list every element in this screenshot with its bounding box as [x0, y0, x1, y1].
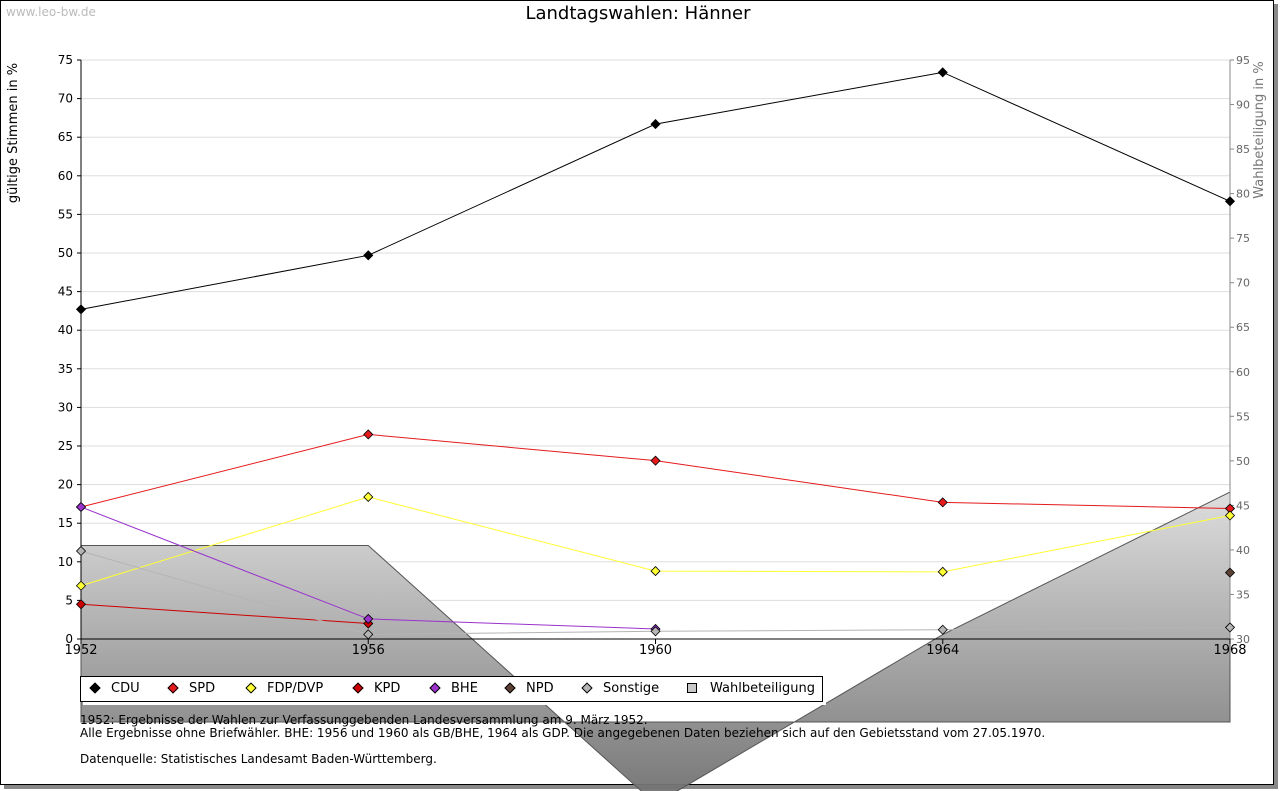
- legend-label-cdu: CDU: [111, 681, 140, 696]
- x-tick-label-1960: 1960: [639, 643, 672, 658]
- point-kpd-1952: [75, 599, 87, 610]
- y-tick-label-40: 40: [58, 323, 73, 337]
- point-bhe-1956: [363, 613, 374, 624]
- y-tick-label-30: 30: [58, 400, 73, 414]
- y-tick-label-0: 0: [65, 632, 73, 646]
- y-tick-label-10: 10: [58, 555, 73, 569]
- legend-marker-spd: [167, 682, 179, 694]
- legend-marker-cdu: [89, 682, 101, 694]
- point-spd-1960: [650, 455, 661, 466]
- y-tick-label-35: 35: [58, 362, 73, 376]
- y-tick-label-55: 55: [58, 207, 73, 221]
- legend-label-spd: SPD: [189, 681, 216, 696]
- x-tick-label-1952: 1952: [64, 643, 97, 658]
- y2-tick-label-85: 85: [1236, 143, 1250, 156]
- legend-marker-kpd: [352, 682, 364, 694]
- point-spd-1964: [937, 497, 948, 508]
- legend-label-fdp: FDP/DVP: [267, 681, 324, 696]
- point-cdu-1968: [1224, 196, 1236, 207]
- note-line-1: 1952: Ergebnisse der Wahlen zur Verfassu…: [80, 713, 648, 727]
- note-line-2: Alle Ergebnisse ohne Briefwähler. BHE: 1…: [80, 726, 1046, 740]
- legend-label-bhe: BHE: [451, 681, 478, 696]
- chart-title: Landtagswahlen: Hänner: [525, 3, 751, 24]
- point-sonstige-1960: [650, 626, 661, 637]
- series-line-cdu: [80, 71, 1231, 310]
- y-tick-label-15: 15: [58, 516, 73, 530]
- point-cdu-1956: [363, 250, 374, 261]
- point-bhe-1952: [75, 501, 87, 513]
- legend-marker-wahlbeteiligung: [687, 683, 697, 693]
- point-fdp-dvp-1960: [650, 565, 661, 577]
- y-axis-title: gültige Stimmen in %: [6, 63, 21, 203]
- point-fdp-dvp-1952: [75, 580, 87, 591]
- point-sonstige-1952: [75, 545, 87, 557]
- point-cdu-1952: [75, 304, 87, 315]
- y2-tick-label-45: 45: [1236, 499, 1250, 512]
- watermark: www.leo-bw.de: [6, 5, 96, 19]
- point-npd-1968: [1224, 567, 1236, 578]
- point-cdu-1960: [650, 119, 661, 130]
- y2-tick-label-35: 35: [1236, 588, 1250, 601]
- y-tick-label-70: 70: [58, 92, 73, 106]
- y2-tick-label-55: 55: [1236, 410, 1250, 423]
- y-tick-label-75: 75: [58, 53, 73, 67]
- y2-tick-label-40: 40: [1236, 544, 1250, 557]
- legend-marker-fdp: [245, 682, 257, 694]
- y-tick-label-65: 65: [58, 130, 73, 144]
- point-spd-1956: [363, 429, 374, 440]
- y2-tick-label-30: 30: [1236, 633, 1250, 646]
- y-tick-label-5: 5: [65, 593, 73, 607]
- y-tick-label-25: 25: [58, 439, 73, 453]
- y2-tick-label-80: 80: [1236, 188, 1250, 201]
- y2-tick-label-50: 50: [1236, 455, 1250, 468]
- point-fdp-dvp-1964: [937, 566, 948, 577]
- y2-tick-label-95: 95: [1236, 54, 1250, 67]
- legend-marker-npd: [504, 682, 516, 694]
- y2-tick-label-75: 75: [1236, 232, 1250, 245]
- y2-tick-label-60: 60: [1236, 366, 1250, 379]
- legend: CDU SPD FDP/DVP KPD BHE NPD Sonstige Wah…: [80, 676, 823, 702]
- legend-label-wahlbeteiligung: Wahlbeteiligung: [710, 681, 816, 696]
- point-sonstige-1956: [363, 629, 374, 640]
- source-note: Datenquelle: Statistisches Landesamt Bad…: [80, 752, 437, 766]
- x-tick-label-1956: 1956: [352, 643, 385, 658]
- y-tick-label-20: 20: [58, 478, 73, 492]
- point-fdp-dvp-1968: [1224, 510, 1236, 521]
- y-tick-label-45: 45: [58, 285, 73, 299]
- point-sonstige-1964: [937, 624, 948, 635]
- y2-tick-label-65: 65: [1236, 321, 1250, 334]
- y2-axis-title: Wahlbeteiligung in %: [1252, 61, 1267, 198]
- legend-marker-bhe: [429, 682, 441, 694]
- legend-label-npd: NPD: [526, 681, 554, 696]
- y-tick-label-60: 60: [58, 169, 73, 183]
- point-cdu-1964: [937, 67, 948, 78]
- turnout-area: [80, 491, 1231, 791]
- y-tick-label-50: 50: [58, 246, 73, 260]
- point-fdp-dvp-1956: [363, 491, 374, 503]
- y2-tick-label-70: 70: [1236, 277, 1250, 290]
- x-tick-label-1964: 1964: [926, 643, 959, 658]
- legend-label-kpd: KPD: [374, 681, 401, 696]
- legend-label-sonstige: Sonstige: [603, 681, 660, 696]
- point-sonstige-1968: [1224, 622, 1236, 633]
- x-tick-label-1968: 1968: [1213, 643, 1246, 658]
- legend-marker-sonstige: [581, 682, 593, 694]
- y2-tick-label-90: 90: [1236, 99, 1250, 112]
